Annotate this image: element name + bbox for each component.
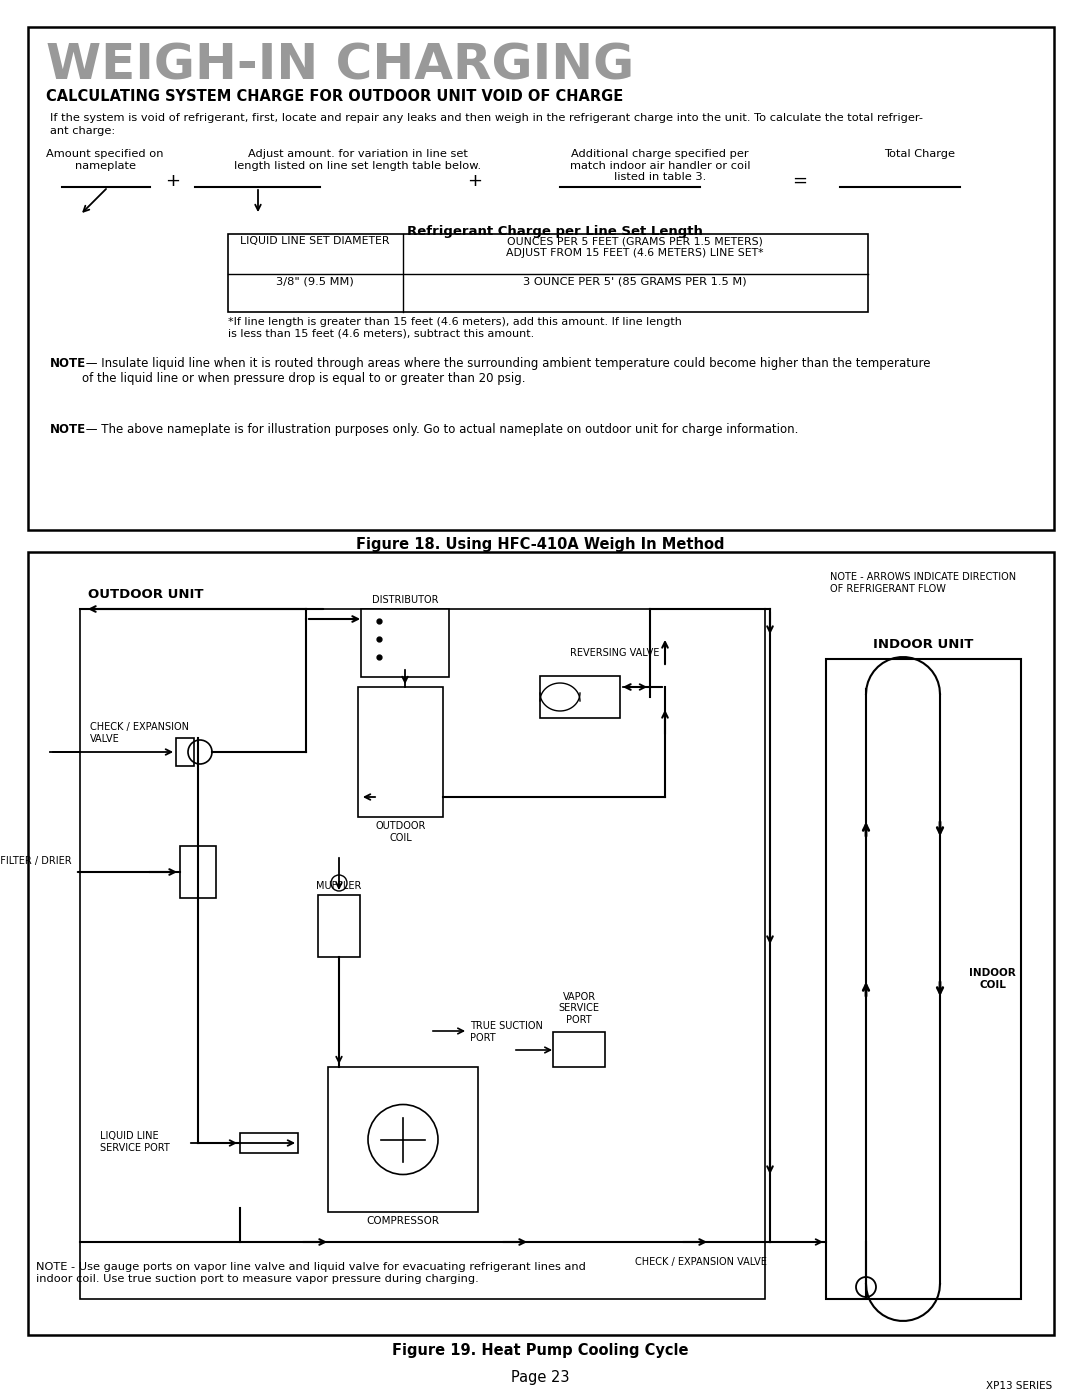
Text: 3/8" (9.5 MM): 3/8" (9.5 MM) bbox=[276, 277, 354, 286]
Text: NOTE: NOTE bbox=[50, 358, 86, 370]
Text: CHECK / EXPANSION VALVE: CHECK / EXPANSION VALVE bbox=[635, 1257, 767, 1267]
Text: NOTE - Use gauge ports on vapor line valve and liquid valve for evacuating refri: NOTE - Use gauge ports on vapor line val… bbox=[36, 1261, 585, 1284]
Text: Additional charge specified per
match indoor air handler or coil
listed in table: Additional charge specified per match in… bbox=[570, 149, 751, 182]
Text: VAPOR
SERVICE
PORT: VAPOR SERVICE PORT bbox=[558, 992, 599, 1025]
Text: INDOOR UNIT: INDOOR UNIT bbox=[874, 638, 974, 651]
Text: — The above nameplate is for illustration purposes only. Go to actual nameplate : — The above nameplate is for illustratio… bbox=[82, 423, 798, 436]
Bar bbox=[357, 687, 443, 817]
Text: NOTE: NOTE bbox=[50, 423, 86, 436]
Text: CHECK / EXPANSION
VALVE: CHECK / EXPANSION VALVE bbox=[90, 722, 189, 743]
Text: WEIGH-IN CHARGING: WEIGH-IN CHARGING bbox=[46, 42, 634, 89]
Text: LIQUID LINE SET DIAMETER: LIQUID LINE SET DIAMETER bbox=[240, 236, 390, 246]
Text: TRUE SUCTION
PORT: TRUE SUCTION PORT bbox=[470, 1021, 543, 1042]
Text: Total Charge: Total Charge bbox=[885, 149, 956, 159]
Text: REVERSING VALVE: REVERSING VALVE bbox=[570, 648, 660, 658]
Text: CALCULATING SYSTEM CHARGE FOR OUTDOOR UNIT VOID OF CHARGE: CALCULATING SYSTEM CHARGE FOR OUTDOOR UN… bbox=[46, 89, 623, 103]
Bar bbox=[553, 1032, 605, 1067]
Text: If the system is void of refrigerant, first, locate and repair any leaks and the: If the system is void of refrigerant, fi… bbox=[50, 113, 923, 136]
Text: +: + bbox=[468, 172, 483, 190]
Bar bbox=[228, 235, 868, 312]
Text: OUTDOOR
COIL: OUTDOOR COIL bbox=[376, 821, 426, 842]
Bar bbox=[176, 738, 194, 766]
Text: INDOOR
COIL: INDOOR COIL bbox=[969, 968, 1016, 990]
Bar bbox=[180, 847, 216, 898]
Text: Amount specified on
nameplate: Amount specified on nameplate bbox=[46, 149, 164, 170]
Text: BI-FLOW FILTER / DRIER: BI-FLOW FILTER / DRIER bbox=[0, 856, 72, 866]
Bar bbox=[328, 1067, 478, 1213]
Bar bbox=[240, 1133, 298, 1153]
Text: DISTRIBUTOR: DISTRIBUTOR bbox=[372, 595, 438, 605]
Text: Figure 19. Heat Pump Cooling Cycle: Figure 19. Heat Pump Cooling Cycle bbox=[392, 1343, 688, 1358]
Text: OUNCES PER 5 FEET (GRAMS PER 1.5 METERS)
ADJUST FROM 15 FEET (4.6 METERS) LINE S: OUNCES PER 5 FEET (GRAMS PER 1.5 METERS)… bbox=[507, 236, 764, 257]
Text: 3 OUNCE PER 5' (85 GRAMS PER 1.5 M): 3 OUNCE PER 5' (85 GRAMS PER 1.5 M) bbox=[523, 277, 746, 286]
Text: — Insulate liquid line when it is routed through areas where the surrounding amb: — Insulate liquid line when it is routed… bbox=[82, 358, 931, 386]
Bar bbox=[540, 676, 620, 718]
Bar bbox=[318, 895, 360, 957]
Text: *If line length is greater than 15 feet (4.6 meters), add this amount. If line l: *If line length is greater than 15 feet … bbox=[228, 317, 681, 338]
Bar bbox=[28, 552, 1054, 1336]
Text: XP13 SERIES: XP13 SERIES bbox=[986, 1382, 1052, 1391]
Bar bbox=[80, 609, 765, 1299]
Text: LIQUID LINE
SERVICE PORT: LIQUID LINE SERVICE PORT bbox=[100, 1132, 170, 1153]
Text: OUTDOOR UNIT: OUTDOOR UNIT bbox=[87, 588, 203, 601]
Bar bbox=[826, 659, 1021, 1299]
Text: NOTE - ARROWS INDICATE DIRECTION
OF REFRIGERANT FLOW: NOTE - ARROWS INDICATE DIRECTION OF REFR… bbox=[831, 571, 1016, 594]
Bar bbox=[361, 609, 449, 678]
Text: Figure 18. Using HFC-410A Weigh In Method: Figure 18. Using HFC-410A Weigh In Metho… bbox=[355, 536, 725, 552]
Bar bbox=[28, 27, 1054, 529]
Text: Page 23: Page 23 bbox=[511, 1370, 569, 1384]
Text: Adjust amount. for variation in line set
length listed on line set length table : Adjust amount. for variation in line set… bbox=[234, 149, 482, 170]
Text: Refrigerant Charge per Line Set Length: Refrigerant Charge per Line Set Length bbox=[407, 225, 703, 237]
Text: +: + bbox=[165, 172, 180, 190]
Text: =: = bbox=[793, 172, 808, 190]
Text: MUFFLER: MUFFLER bbox=[316, 882, 362, 891]
Text: COMPRESSOR: COMPRESSOR bbox=[366, 1215, 440, 1227]
